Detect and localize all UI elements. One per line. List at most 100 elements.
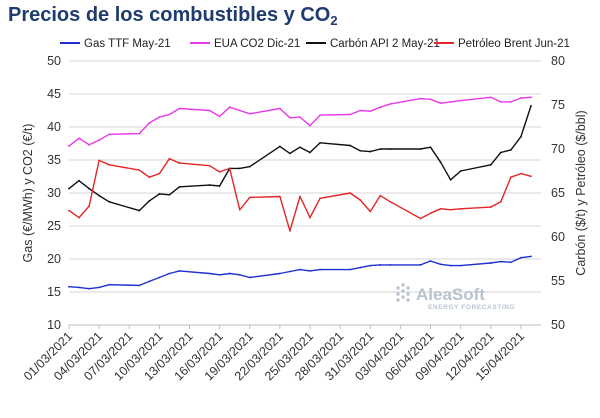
data-point bbox=[489, 206, 492, 208]
data-point bbox=[278, 195, 281, 198]
data-point bbox=[439, 102, 442, 105]
chart-title-subscript: 2 bbox=[330, 13, 338, 28]
data-point bbox=[98, 139, 101, 142]
data-point bbox=[369, 210, 372, 213]
data-point bbox=[208, 184, 211, 186]
data-point bbox=[168, 113, 171, 116]
data-point bbox=[108, 163, 111, 166]
data-point bbox=[158, 192, 161, 195]
data-point bbox=[299, 195, 301, 198]
legend-label: Petróleo Brent Jun-21 bbox=[458, 38, 570, 50]
data-point bbox=[278, 107, 281, 110]
data-point bbox=[68, 285, 70, 288]
data-point bbox=[459, 99, 462, 102]
data-point bbox=[299, 268, 301, 271]
data-point bbox=[369, 110, 372, 113]
data-point bbox=[218, 170, 221, 173]
data-point bbox=[489, 262, 492, 264]
data-point bbox=[369, 150, 372, 153]
y-right-axis-title: Carbón ($/t) y Petróleo ($/bbl) bbox=[574, 110, 588, 275]
data-point bbox=[178, 269, 181, 272]
data-point bbox=[88, 143, 90, 146]
data-point bbox=[138, 284, 141, 287]
data-point bbox=[349, 144, 352, 147]
data-point bbox=[78, 137, 80, 140]
data-point bbox=[158, 172, 161, 175]
data-point bbox=[439, 161, 442, 164]
data-point bbox=[309, 216, 311, 219]
data-point bbox=[228, 167, 231, 170]
data-point bbox=[238, 208, 241, 211]
data-point bbox=[389, 148, 392, 150]
data-point bbox=[439, 207, 442, 210]
data-point bbox=[208, 109, 211, 112]
data-point bbox=[248, 276, 251, 279]
data-point bbox=[108, 133, 111, 136]
data-point bbox=[158, 116, 161, 118]
data-point bbox=[349, 268, 352, 271]
data-point bbox=[158, 276, 161, 279]
data-point bbox=[520, 172, 522, 175]
data-point bbox=[489, 96, 492, 99]
series-line-carb-n-api-2-may-21 bbox=[68, 105, 532, 212]
data-point bbox=[349, 113, 352, 116]
data-point bbox=[419, 148, 422, 150]
watermark-tagline: ENERGY FORECASTING bbox=[428, 304, 515, 311]
data-point bbox=[208, 164, 211, 167]
data-point bbox=[168, 193, 171, 196]
series-line-gas-ttf-may-21 bbox=[68, 255, 532, 290]
data-point bbox=[509, 148, 512, 151]
legend-label: Carbón API 2 May-21 bbox=[330, 38, 440, 50]
data-point bbox=[88, 287, 90, 290]
data-point bbox=[489, 163, 492, 166]
watermark-logo-dot bbox=[396, 292, 400, 296]
data-point bbox=[238, 167, 241, 170]
data-point bbox=[459, 170, 462, 172]
y-right-tick-label: 65 bbox=[551, 186, 565, 200]
data-point bbox=[419, 217, 422, 220]
data-point bbox=[138, 169, 141, 172]
data-point bbox=[509, 176, 512, 179]
data-point bbox=[218, 273, 221, 276]
data-point bbox=[289, 116, 291, 119]
data-point bbox=[429, 146, 432, 149]
data-point bbox=[319, 268, 321, 271]
data-point bbox=[289, 229, 291, 232]
data-point bbox=[78, 216, 80, 219]
data-point bbox=[248, 112, 251, 115]
data-point bbox=[509, 261, 512, 264]
watermark-logo-dot bbox=[401, 295, 405, 299]
y-right-tick-label: 60 bbox=[551, 230, 565, 244]
data-point bbox=[98, 159, 101, 162]
data-point bbox=[208, 272, 211, 275]
data-point bbox=[379, 148, 382, 150]
data-point bbox=[429, 98, 432, 101]
data-point bbox=[218, 185, 221, 187]
data-point bbox=[78, 179, 80, 182]
data-point bbox=[319, 114, 321, 117]
y-right-tick-label: 75 bbox=[551, 98, 565, 112]
series-line-petr-leo-brent-jun-21 bbox=[68, 157, 532, 232]
data-point bbox=[520, 135, 522, 138]
data-point bbox=[309, 269, 311, 272]
data-point bbox=[108, 200, 111, 203]
data-point bbox=[369, 264, 372, 267]
data-point bbox=[359, 199, 362, 201]
data-point bbox=[449, 208, 452, 211]
watermark-logo-dot bbox=[396, 298, 400, 302]
y-left-tick-label: 20 bbox=[47, 252, 61, 266]
data-point bbox=[389, 264, 392, 266]
data-point bbox=[530, 104, 532, 107]
watermark-logo-dot bbox=[401, 283, 405, 287]
data-point bbox=[289, 152, 291, 155]
data-point bbox=[419, 97, 422, 100]
data-point bbox=[299, 146, 301, 149]
data-point bbox=[299, 116, 301, 118]
watermark-logo-dot bbox=[401, 289, 405, 293]
data-point bbox=[68, 145, 70, 148]
data-point bbox=[68, 209, 70, 212]
data-point bbox=[530, 255, 532, 258]
watermark-logo-dot bbox=[406, 286, 410, 290]
data-point bbox=[349, 192, 352, 194]
data-point bbox=[389, 200, 392, 203]
